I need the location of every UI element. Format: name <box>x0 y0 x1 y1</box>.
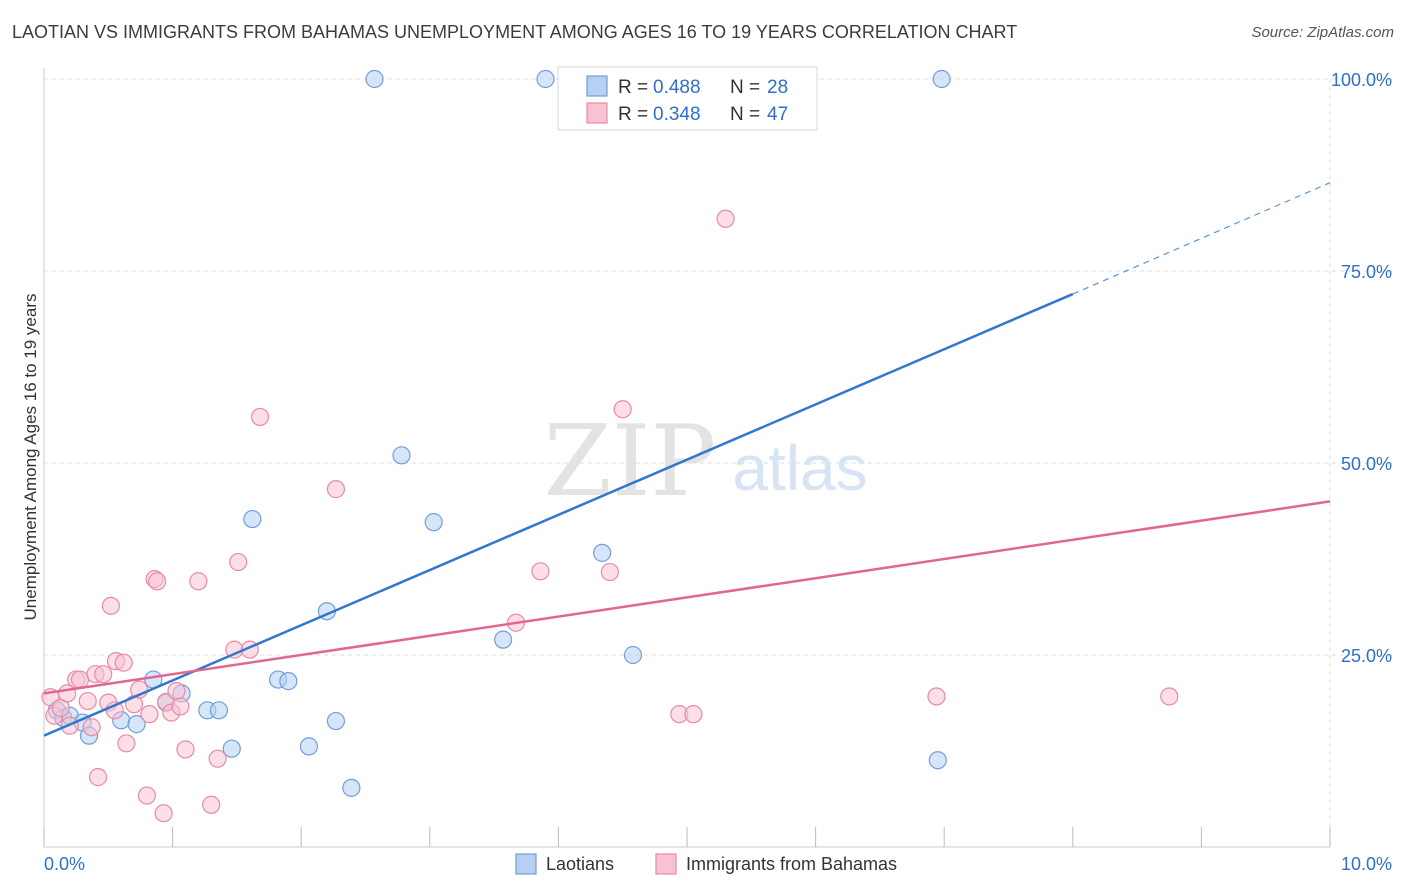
axes <box>43 68 1331 848</box>
laotian-point <box>593 543 612 562</box>
legend-bottom-label-laotians: Laotians <box>546 854 614 874</box>
trend-lines <box>43 182 1331 737</box>
bahamas-point <box>208 749 227 768</box>
legend-r-value-bahamas: 0.348 <box>653 104 701 125</box>
legend-top: R = 0.488 N = 28 R = 0.348 N = 47 <box>557 66 818 131</box>
laotian-point <box>127 715 146 734</box>
tick-labels: 25.0% 50.0% 75.0% 100.0% 0.0% 10.0% <box>44 70 1392 874</box>
legend-n-value-laotians: 28 <box>767 77 788 98</box>
y-axis-label: Unemployment Among Ages 16 to 19 years <box>21 294 40 621</box>
laotian-point <box>342 778 361 797</box>
legend-bottom-swatch-bahamas <box>655 853 677 875</box>
bahamas-point <box>101 596 120 615</box>
legend-swatch-bahamas <box>586 102 608 124</box>
laotian-point <box>365 69 384 89</box>
bahamas-point <box>137 786 156 805</box>
bahamas-point <box>927 687 946 706</box>
bahamas-point <box>171 697 190 716</box>
watermark: ZIP atlas <box>544 405 868 519</box>
legend-swatch-laotians <box>586 75 608 97</box>
watermark-atlas: atlas <box>732 432 867 504</box>
bahamas-point <box>684 705 703 724</box>
bahamas-point <box>600 562 619 582</box>
laotian-point <box>243 509 262 529</box>
laotian-point <box>299 737 319 756</box>
y-tick-label: 25.0% <box>1341 646 1392 666</box>
trendline-laotians <box>43 292 1074 737</box>
legend-r-label-laotians: R = <box>618 77 648 98</box>
data-points <box>41 69 1179 823</box>
laotian-point <box>279 672 298 691</box>
laotian-point <box>424 513 443 532</box>
bahamas-point <box>167 681 186 701</box>
bahamas-point <box>531 562 550 581</box>
bahamas-point <box>716 209 735 228</box>
trendline-bahamas <box>43 500 1331 695</box>
laotian-point <box>536 69 555 89</box>
laotian-point <box>623 645 643 665</box>
laotian-point <box>326 711 346 731</box>
legend-bottom-swatch-laotians <box>515 853 537 875</box>
bahamas-point <box>70 670 90 689</box>
bahamas-point <box>88 768 108 787</box>
bahamas-point <box>176 740 195 759</box>
bahamas-point <box>154 804 173 823</box>
legend-n-label-bahamas: N = <box>730 104 760 125</box>
legend-r-value-laotians: 0.488 <box>653 77 701 98</box>
watermark-zip: ZIP <box>544 405 717 519</box>
bahamas-point <box>140 705 159 724</box>
bahamas-point <box>82 718 101 737</box>
bahamas-point <box>114 653 133 672</box>
bahamas-point <box>117 734 136 753</box>
legend-n-label-laotians: N = <box>730 77 760 98</box>
y-tick-label: 100.0% <box>1331 70 1392 90</box>
bahamas-point <box>229 552 248 572</box>
y-tick-label: 50.0% <box>1341 454 1392 474</box>
bahamas-point <box>1160 687 1179 706</box>
trendline-laotians-extension <box>1072 182 1331 295</box>
laotian-point <box>209 701 228 720</box>
laotian-point <box>222 739 241 758</box>
bahamas-point <box>250 407 270 427</box>
legend-bottom-label-bahamas: Immigrants from Bahamas <box>686 854 897 874</box>
bahamas-point <box>189 572 208 591</box>
laotian-point <box>932 69 951 89</box>
legend-n-value-bahamas: 47 <box>767 104 788 125</box>
laotian-point <box>392 446 411 465</box>
legend-r-label-bahamas: R = <box>618 104 648 125</box>
chart-title: LAOTIAN VS IMMIGRANTS FROM BAHAMAS UNEMP… <box>12 22 1018 42</box>
x-tick-label: 0.0% <box>44 854 85 874</box>
y-tick-label: 75.0% <box>1341 262 1392 282</box>
bahamas-point <box>613 400 632 419</box>
bahamas-point <box>94 665 113 684</box>
grid <box>44 78 1392 847</box>
bahamas-point <box>202 795 221 814</box>
bahamas-point <box>78 691 97 711</box>
x-tick-label: 10.0% <box>1341 854 1392 874</box>
legend-bottom: Laotians Immigrants from Bahamas <box>515 853 897 875</box>
bahamas-point <box>148 572 167 591</box>
laotian-point <box>928 751 947 770</box>
source-label: Source: ZipAtlas.com <box>1251 24 1394 41</box>
bahamas-point <box>326 480 346 499</box>
laotian-point <box>494 630 513 649</box>
